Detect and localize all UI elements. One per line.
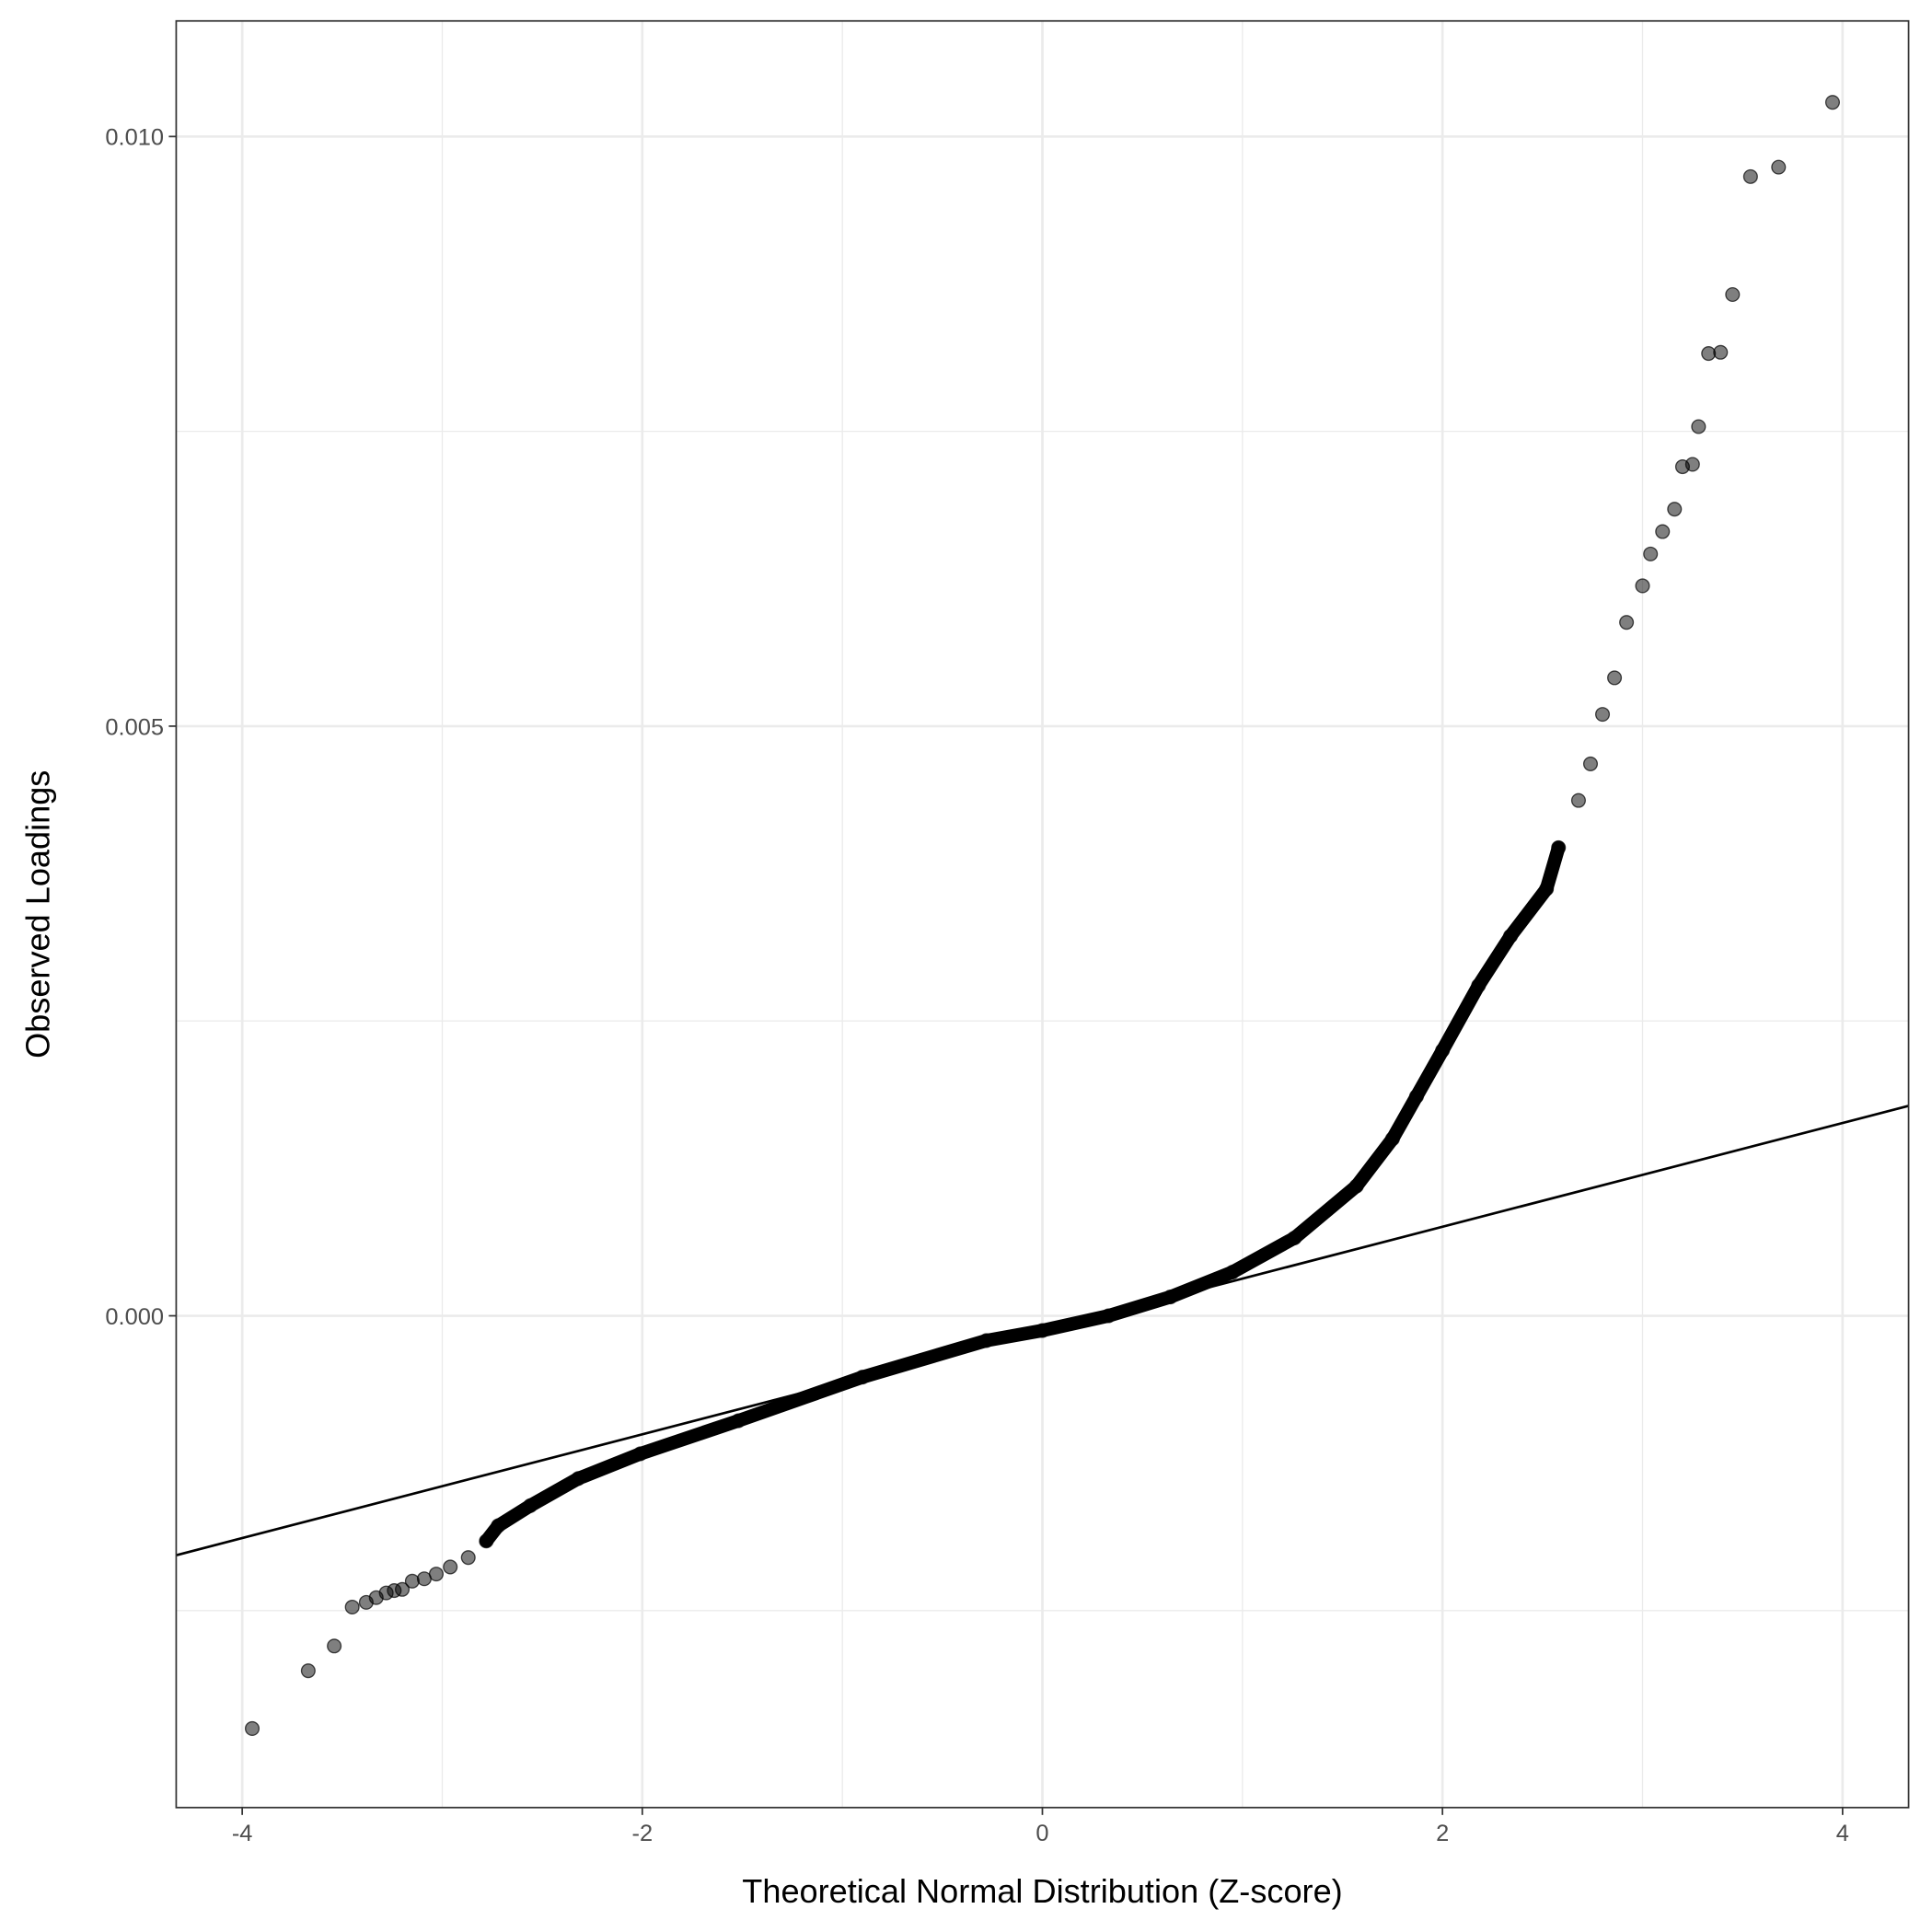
reference-line-group <box>176 1105 1909 1556</box>
data-point <box>1503 928 1519 944</box>
data-point <box>1655 524 1671 539</box>
data-point <box>244 1720 260 1736</box>
data-point <box>344 1599 360 1615</box>
y-axis-ticks: 0.000 0.005 0.010 <box>105 125 177 1330</box>
data-point <box>1742 168 1758 184</box>
y-tick-label: 0.000 <box>105 1304 164 1330</box>
grid <box>176 20 1909 1808</box>
data-point <box>731 1413 746 1429</box>
data-point <box>404 1573 420 1589</box>
x-tick-label: 0 <box>1035 1821 1048 1846</box>
x-tick-label: 4 <box>1836 1821 1849 1846</box>
data-point <box>1570 792 1586 808</box>
data-point <box>1539 881 1555 897</box>
data-point <box>1607 670 1623 686</box>
y-tick-label: 0.005 <box>105 714 164 740</box>
x-axis-title: Theoretical Normal Distribution (Z-score… <box>742 1872 1342 1910</box>
data-point <box>1725 286 1741 303</box>
data-point <box>1348 1178 1364 1194</box>
data-point <box>394 1581 411 1597</box>
data-point <box>327 1638 342 1654</box>
data-point <box>632 1446 648 1462</box>
data-point <box>1595 707 1611 723</box>
data-point <box>1471 978 1487 993</box>
data-point <box>491 1518 506 1533</box>
x-tick-label: -4 <box>232 1821 253 1846</box>
x-axis-ticks: -4 -2 0 2 4 <box>232 1807 1849 1846</box>
data-point <box>1384 1131 1400 1147</box>
data-point <box>1435 1043 1451 1059</box>
data-point <box>460 1550 476 1566</box>
y-tick-label: 0.010 <box>105 125 164 151</box>
data-point <box>523 1498 538 1513</box>
reference-line <box>176 1105 1909 1556</box>
data-point <box>1619 615 1635 631</box>
data-point <box>1824 95 1841 110</box>
data-point <box>1713 344 1729 360</box>
data-point <box>479 1533 494 1549</box>
data-point <box>571 1471 586 1487</box>
data-point <box>1643 546 1659 561</box>
data-point <box>1551 839 1567 855</box>
x-tick-label: -2 <box>632 1821 654 1846</box>
data-point <box>1635 578 1650 594</box>
data-point <box>1582 756 1599 771</box>
data-point <box>1667 502 1683 517</box>
points <box>244 95 1841 1736</box>
x-tick-label: 2 <box>1436 1821 1449 1846</box>
data-point <box>443 1559 458 1575</box>
data-point <box>1684 457 1700 472</box>
data-point <box>300 1663 316 1679</box>
data-point <box>1691 419 1706 434</box>
data-point <box>1224 1265 1240 1280</box>
data-point <box>1771 159 1787 175</box>
y-axis-title: Observed Loadings <box>19 770 57 1059</box>
data-point <box>1408 1089 1424 1105</box>
data-point <box>1287 1230 1302 1246</box>
data-point <box>428 1567 444 1582</box>
